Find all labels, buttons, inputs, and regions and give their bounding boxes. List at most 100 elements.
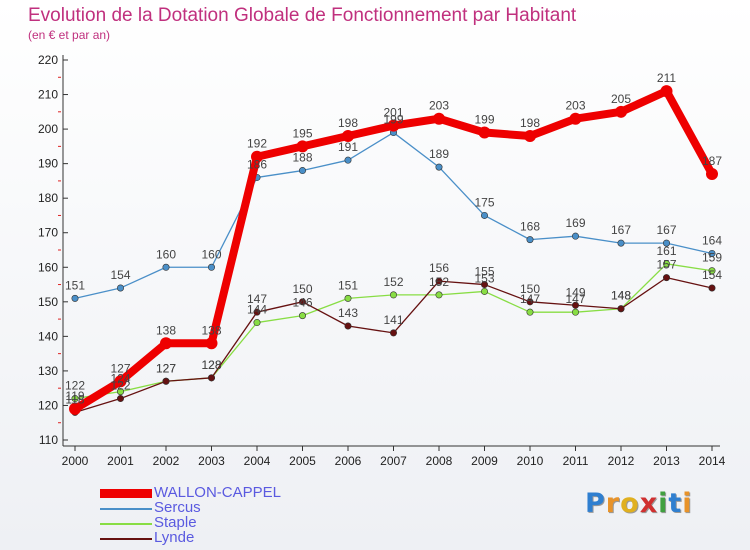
data-label-sercus: 191 [338,140,358,154]
data-point-wallon-cappel [251,150,263,163]
data-label-wallon-cappel: 192 [247,137,267,151]
data-point-wallon-cappel [114,375,127,388]
data-point-sercus [526,236,534,244]
legend-label-lynde: Lynde [154,529,195,546]
data-point-sercus [662,239,670,247]
data-point-wallon-cappel [569,112,582,125]
y-tick-label: 190 [38,157,58,171]
data-point-sercus [480,211,488,219]
data-label-lynde: 127 [156,361,176,375]
data-label-sercus: 167 [656,223,676,237]
data-label-staple: 148 [611,289,631,303]
x-tick-label: 2010 [517,454,544,468]
data-label-sercus: 164 [702,233,722,247]
data-point-lynde [571,301,579,309]
data-label-staple: 147 [565,292,585,306]
legend-label-sercus: Sercus [154,499,201,516]
data-label-staple: 122 [65,379,85,393]
data-point-lynde [253,308,261,316]
y-tick-label: 160 [38,260,58,274]
data-label-sercus: 169 [565,216,585,230]
data-point-wallon-cappel [615,105,627,118]
data-point-staple [117,388,125,396]
data-label-staple: 159 [702,251,722,265]
x-tick-label: 2007 [380,454,407,468]
data-point-wallon-cappel [296,140,309,153]
data-label-staple: 124 [110,372,130,386]
data-point-staple [662,260,670,268]
data-label-lynde: 155 [474,265,494,279]
chart-subtitle: (en € et par an) [28,28,111,42]
data-point-staple [71,395,79,403]
data-label-sercus: 160 [201,247,221,261]
data-label-sercus: 167 [611,223,631,237]
data-label-wallon-cappel: 138 [156,323,176,337]
data-point-staple [480,287,488,295]
data-point-wallon-cappel [706,168,718,180]
legend-swatch-staple [100,523,152,525]
data-point-wallon-cappel [478,126,491,139]
y-tick-label: 200 [38,122,58,136]
data-point-staple [389,291,397,299]
legend-swatch-wallon-cappel [100,489,152,498]
data-label-wallon-cappel: 203 [429,99,449,113]
y-tick-label: 140 [38,329,58,343]
data-label-lynde: 122 [110,379,130,393]
data-point-lynde [298,298,306,306]
x-tick-label: 2002 [153,454,180,468]
data-point-lynde [208,374,216,382]
y-tick-label: 220 [38,53,58,67]
chart-title: Evolution de la Dotation Globale de Fonc… [28,5,577,26]
data-point-staple [435,291,443,299]
data-point-staple [526,308,534,316]
data-point-lynde [617,305,625,313]
data-point-wallon-cappel [524,130,536,142]
x-tick-label: 2003 [198,454,225,468]
line-chart: 110 120 130 140 150 160 170 180 190 200 210 220 2000… [38,53,726,468]
data-label-staple: 152 [383,275,403,289]
x-tick-label: 2000 [62,454,89,468]
data-point-sercus [298,167,306,175]
data-label-lynde: 118 [65,392,84,406]
data-point-lynde [117,395,125,403]
data-label-lynde: 143 [338,306,358,320]
data-label-wallon-cappel: 198 [520,116,540,130]
data-label-wallon-cappel: 211 [657,71,676,85]
data-label-sercus: 151 [65,278,85,292]
y-tick-label: 130 [38,364,58,378]
series-lines [69,85,718,416]
data-point-lynde [435,277,443,285]
data-point-wallon-cappel [160,337,172,350]
data-point-staple [298,312,306,320]
data-label-sercus: 189 [429,147,449,161]
data-label-staple: 144 [247,303,267,317]
axes: 110 120 130 140 150 160 170 180 190 200 210 220 2000… [38,53,726,468]
data-label-wallon-cappel: 195 [292,126,312,140]
data-point-staple [253,319,261,327]
data-label-sercus: 168 [520,220,540,234]
data-label-staple: 152 [429,275,449,289]
y-tick-label: 170 [38,226,58,240]
data-label-wallon-cappel: 138 [201,323,221,337]
data-point-staple [571,308,579,316]
legend-label-staple: Staple [154,514,197,531]
data-label-wallon-cappel: 201 [383,106,403,120]
data-label-lynde: 147 [247,292,267,306]
data-point-sercus [708,249,716,257]
data-point-wallon-cappel [69,402,81,415]
data-label-sercus: 188 [292,151,312,165]
data-label-lynde: 141 [383,313,403,327]
data-point-lynde [526,298,534,306]
data-label-staple: 161 [656,244,676,258]
data-label-wallon-cappel: 199 [474,113,494,127]
x-tick-label: 2011 [563,454,589,468]
data-label-staple: 153 [474,271,494,285]
data-point-sercus [617,239,625,247]
data-point-sercus [117,284,125,292]
data-label-staple: 146 [292,296,312,310]
x-tick-label: 2001 [107,454,134,468]
x-tick-label: 2012 [608,454,635,468]
y-tick-label: 120 [38,398,58,412]
data-point-sercus [435,163,443,171]
